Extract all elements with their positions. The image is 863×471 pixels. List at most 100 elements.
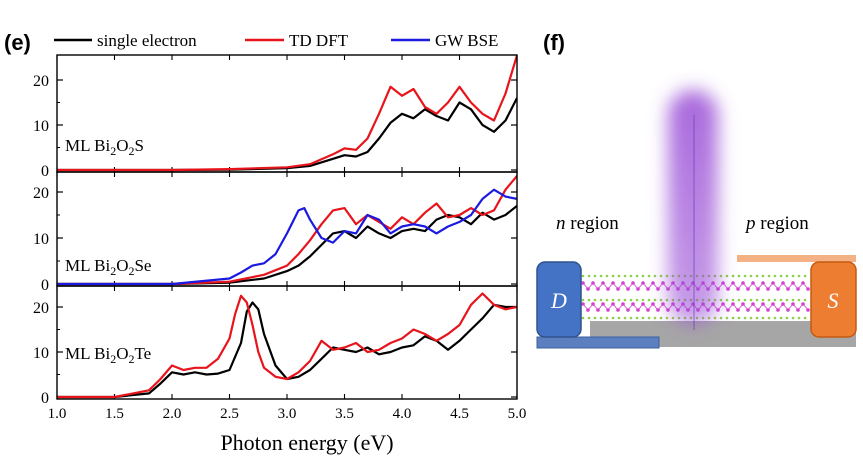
lattice-dot [743, 298, 747, 302]
lattice-dot [749, 274, 753, 278]
lattice-atom [601, 281, 605, 285]
lattice-atom [806, 287, 810, 291]
lattice-dot [785, 316, 789, 320]
lattice-dot [659, 274, 663, 278]
lattice-atom [721, 302, 725, 306]
panel-3: 0 10 20 ML Bi2O2Te [33, 285, 518, 407]
lattice-dot [665, 316, 669, 320]
lattice-dot [647, 274, 651, 278]
lattice-atom [611, 302, 615, 306]
lattice-atom [636, 308, 640, 312]
lattice-dot [725, 274, 729, 278]
lattice-atom [626, 287, 630, 291]
lattice-dot [713, 316, 717, 320]
lattice-atom [726, 287, 730, 291]
lattice-dot [587, 316, 591, 320]
drain-electrode [536, 261, 582, 338]
lattice-atom [606, 287, 610, 291]
lattice-dot [599, 316, 603, 320]
lattice-atom [751, 281, 755, 285]
lattice-dot [641, 274, 645, 278]
series-single-electron [57, 97, 517, 172]
lattice-dot [629, 274, 633, 278]
lattice-atom [581, 302, 585, 306]
lattice-dot [749, 298, 753, 302]
lattice-atom [756, 308, 760, 312]
lattice-dot [737, 316, 741, 320]
panel-label-e: (e) [4, 30, 31, 55]
light-beam [668, 90, 718, 325]
y-tick-label: 20 [33, 185, 49, 202]
lattice-dot [605, 274, 609, 278]
drain-label: D [550, 288, 567, 313]
y-tick-label: 20 [33, 300, 49, 317]
lattice-dot [803, 298, 807, 302]
y-tick-label: 0 [41, 163, 49, 180]
lattice-dot [647, 298, 651, 302]
lattice-dot [599, 274, 603, 278]
lattice-dot [803, 316, 807, 320]
lattice-dot [797, 298, 801, 302]
lattice-dot [773, 316, 777, 320]
lattice-dot [785, 274, 789, 278]
lattice-dot [665, 298, 669, 302]
lattice-dot [785, 298, 789, 302]
series-td-dft [57, 175, 517, 286]
y-tick-label: 20 [33, 73, 49, 90]
lattice-atom [771, 281, 775, 285]
lattice-atom [661, 302, 665, 306]
lattice-atom [766, 308, 770, 312]
lattice-dot [719, 316, 723, 320]
lattice-atom [761, 281, 765, 285]
series-single-electron [57, 204, 517, 286]
lattice-dot [617, 274, 621, 278]
lattice-dot [659, 298, 663, 302]
lattice-atom [621, 302, 625, 306]
x-tick-label: 5.0 [508, 406, 527, 422]
lattice-dot [653, 274, 657, 278]
lattice-atom [746, 308, 750, 312]
lattice-dot [587, 298, 591, 302]
lattice-dot [797, 274, 801, 278]
lattice-dot [605, 316, 609, 320]
top-electrode [737, 255, 856, 262]
lattice-dot [641, 298, 645, 302]
y-tick-label: 10 [33, 118, 49, 135]
lattice-dot [779, 274, 783, 278]
lattice-dot [725, 316, 729, 320]
lattice-atom [651, 281, 655, 285]
lattice-atom [651, 302, 655, 306]
lattice-dot [581, 316, 585, 320]
y-tick-label: 0 [41, 277, 49, 294]
lattice-atom [721, 281, 725, 285]
series-td-dft [57, 55, 517, 172]
lattice-dot [797, 316, 801, 320]
panel-1: 0 10 20 ML Bi2O2S [33, 54, 518, 180]
lattice-dot [767, 274, 771, 278]
lattice-dot [653, 316, 657, 320]
lattice-dot [755, 274, 759, 278]
lattice-dot [791, 274, 795, 278]
panel-material-label: ML Bi2O2Te [65, 344, 151, 366]
lattice-dot [737, 274, 741, 278]
plot-area: 0 10 20 ML Bi2O2S 0 10 20 ML Bi2O2Se 0 10 20 ML Bi2… [33, 54, 518, 407]
panel-2: 0 10 20 ML Bi2O2Se [33, 171, 518, 294]
panel-label-f: (f) [543, 30, 565, 55]
lattice-dot [641, 316, 645, 320]
lattice-atom [591, 302, 595, 306]
lattice-atom [741, 302, 745, 306]
lattice-atom [631, 281, 635, 285]
source-electrode [810, 261, 857, 338]
lattice-dot [617, 316, 621, 320]
lattice-atom [771, 302, 775, 306]
lattice-atom [761, 302, 765, 306]
lattice-dot [725, 298, 729, 302]
lattice-atom [646, 287, 650, 291]
lattice-dot [761, 298, 765, 302]
lattice-dot [719, 274, 723, 278]
lattice-atom [801, 281, 805, 285]
lattice-atom [746, 287, 750, 291]
lattice-dot [629, 316, 633, 320]
lattice-atom [616, 308, 620, 312]
